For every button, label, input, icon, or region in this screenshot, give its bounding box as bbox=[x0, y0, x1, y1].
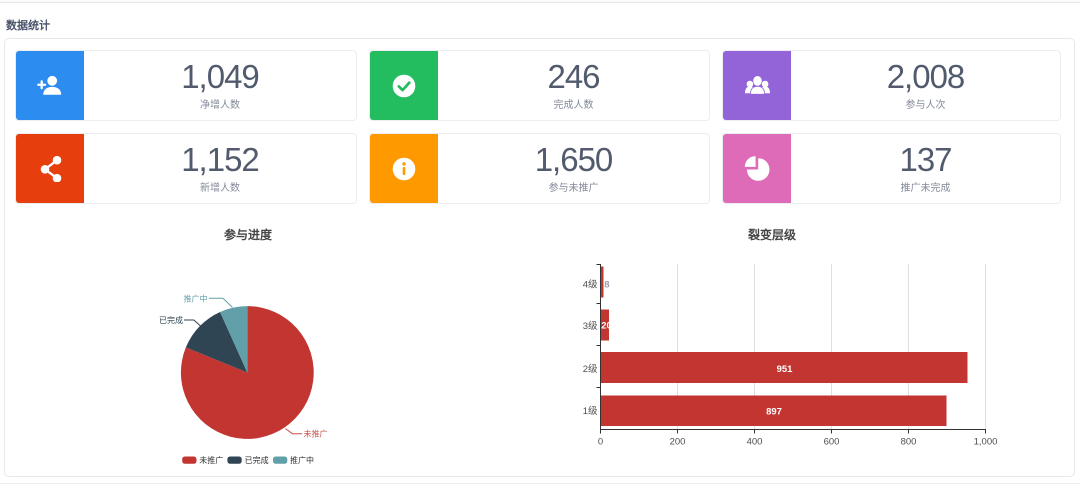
svg-text:897: 897 bbox=[766, 406, 782, 417]
svg-text:未推广: 未推广 bbox=[304, 429, 328, 439]
svg-text:4级: 4级 bbox=[583, 278, 598, 290]
svg-text:600: 600 bbox=[824, 437, 840, 448]
svg-text:未推广: 未推广 bbox=[199, 455, 223, 465]
svg-text:3级: 3级 bbox=[583, 320, 598, 332]
svg-text:8: 8 bbox=[604, 279, 609, 290]
svg-text:1级: 1级 bbox=[583, 405, 598, 417]
svg-text:裂变层级: 裂变层级 bbox=[747, 227, 796, 242]
svg-text:参与进度: 参与进度 bbox=[224, 227, 273, 242]
svg-text:951: 951 bbox=[777, 364, 794, 375]
svg-text:20: 20 bbox=[601, 321, 612, 332]
svg-text:200: 200 bbox=[670, 437, 686, 448]
svg-text:已完成: 已完成 bbox=[159, 315, 183, 325]
svg-text:2级: 2级 bbox=[583, 363, 598, 375]
svg-text:1,000: 1,000 bbox=[974, 437, 998, 448]
svg-text:800: 800 bbox=[901, 437, 917, 448]
svg-text:推广中: 推广中 bbox=[184, 293, 208, 303]
svg-text:推广中: 推广中 bbox=[290, 455, 314, 465]
svg-text:已完成: 已完成 bbox=[245, 455, 269, 465]
svg-text:0: 0 bbox=[598, 437, 603, 448]
svg-text:400: 400 bbox=[747, 437, 763, 448]
